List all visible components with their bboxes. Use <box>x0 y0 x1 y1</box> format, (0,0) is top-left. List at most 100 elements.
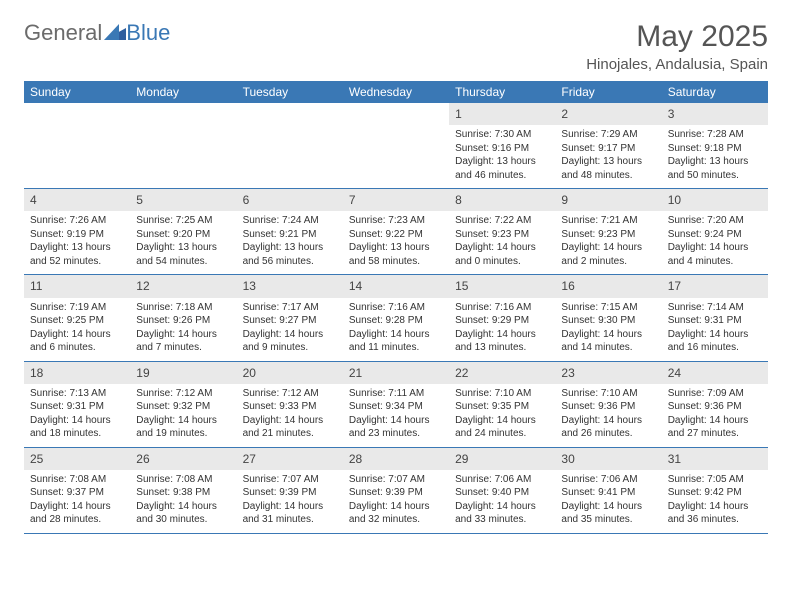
sunrise-text: Sunrise: 7:26 AM <box>30 214 124 228</box>
daylight-text: Daylight: 14 hours and 0 minutes. <box>455 241 549 268</box>
sunrise-text: Sunrise: 7:16 AM <box>455 301 549 315</box>
weekday-header: Thursday <box>449 81 555 103</box>
daylight-text: Daylight: 14 hours and 26 minutes. <box>561 414 655 441</box>
day-number-cell: 13 <box>237 275 343 298</box>
daylight-text: Daylight: 13 hours and 58 minutes. <box>349 241 443 268</box>
day-number-cell <box>24 103 130 125</box>
day-info-cell: Sunrise: 7:24 AMSunset: 9:21 PMDaylight:… <box>237 211 343 275</box>
day-number-cell: 17 <box>662 275 768 298</box>
sunrise-text: Sunrise: 7:13 AM <box>30 387 124 401</box>
day-number-cell: 6 <box>237 189 343 212</box>
daylight-text: Daylight: 14 hours and 21 minutes. <box>243 414 337 441</box>
sunrise-text: Sunrise: 7:10 AM <box>455 387 549 401</box>
sunrise-text: Sunrise: 7:30 AM <box>455 128 549 142</box>
day-info-cell: Sunrise: 7:11 AMSunset: 9:34 PMDaylight:… <box>343 384 449 448</box>
sunrise-text: Sunrise: 7:06 AM <box>455 473 549 487</box>
day-info-cell: Sunrise: 7:17 AMSunset: 9:27 PMDaylight:… <box>237 298 343 362</box>
day-info-cell <box>130 125 236 189</box>
sunset-text: Sunset: 9:34 PM <box>349 400 443 414</box>
day-info-row: Sunrise: 7:30 AMSunset: 9:16 PMDaylight:… <box>24 125 768 189</box>
day-info-cell <box>343 125 449 189</box>
day-info-cell: Sunrise: 7:08 AMSunset: 9:38 PMDaylight:… <box>130 470 236 534</box>
sunrise-text: Sunrise: 7:07 AM <box>349 473 443 487</box>
day-number-cell: 24 <box>662 361 768 384</box>
day-number-cell: 28 <box>343 447 449 470</box>
day-info-cell: Sunrise: 7:05 AMSunset: 9:42 PMDaylight:… <box>662 470 768 534</box>
logo-text-blue: Blue <box>126 20 170 46</box>
sunset-text: Sunset: 9:20 PM <box>136 228 230 242</box>
sunset-text: Sunset: 9:25 PM <box>30 314 124 328</box>
day-number-cell <box>343 103 449 125</box>
daylight-text: Daylight: 14 hours and 28 minutes. <box>30 500 124 527</box>
day-info-row: Sunrise: 7:13 AMSunset: 9:31 PMDaylight:… <box>24 384 768 448</box>
day-number-cell: 21 <box>343 361 449 384</box>
sunrise-text: Sunrise: 7:06 AM <box>561 473 655 487</box>
sunset-text: Sunset: 9:16 PM <box>455 142 549 156</box>
sunrise-text: Sunrise: 7:25 AM <box>136 214 230 228</box>
sunrise-text: Sunrise: 7:18 AM <box>136 301 230 315</box>
sunset-text: Sunset: 9:31 PM <box>30 400 124 414</box>
day-number-row: 11121314151617 <box>24 275 768 298</box>
day-info-cell: Sunrise: 7:16 AMSunset: 9:28 PMDaylight:… <box>343 298 449 362</box>
day-info-cell <box>24 125 130 189</box>
day-info-cell: Sunrise: 7:06 AMSunset: 9:40 PMDaylight:… <box>449 470 555 534</box>
header: General Blue May 2025 Hinojales, Andalus… <box>24 20 768 73</box>
daylight-text: Daylight: 13 hours and 46 minutes. <box>455 155 549 182</box>
sunset-text: Sunset: 9:28 PM <box>349 314 443 328</box>
daylight-text: Daylight: 14 hours and 9 minutes. <box>243 328 337 355</box>
day-number-cell: 15 <box>449 275 555 298</box>
day-number-cell <box>130 103 236 125</box>
day-info-cell <box>237 125 343 189</box>
sunrise-text: Sunrise: 7:09 AM <box>668 387 762 401</box>
sunset-text: Sunset: 9:22 PM <box>349 228 443 242</box>
sunset-text: Sunset: 9:32 PM <box>136 400 230 414</box>
sunrise-text: Sunrise: 7:08 AM <box>136 473 230 487</box>
daylight-text: Daylight: 14 hours and 14 minutes. <box>561 328 655 355</box>
daylight-text: Daylight: 14 hours and 2 minutes. <box>561 241 655 268</box>
day-info-cell: Sunrise: 7:09 AMSunset: 9:36 PMDaylight:… <box>662 384 768 448</box>
sunrise-text: Sunrise: 7:10 AM <box>561 387 655 401</box>
day-number-cell: 4 <box>24 189 130 212</box>
day-info-cell: Sunrise: 7:26 AMSunset: 9:19 PMDaylight:… <box>24 211 130 275</box>
daylight-text: Daylight: 14 hours and 6 minutes. <box>30 328 124 355</box>
day-info-cell: Sunrise: 7:21 AMSunset: 9:23 PMDaylight:… <box>555 211 661 275</box>
day-number-cell <box>237 103 343 125</box>
daylight-text: Daylight: 14 hours and 36 minutes. <box>668 500 762 527</box>
daylight-text: Daylight: 14 hours and 19 minutes. <box>136 414 230 441</box>
sunset-text: Sunset: 9:33 PM <box>243 400 337 414</box>
weekday-header-row: Sunday Monday Tuesday Wednesday Thursday… <box>24 81 768 103</box>
logo: General Blue <box>24 20 170 46</box>
daylight-text: Daylight: 14 hours and 33 minutes. <box>455 500 549 527</box>
sunrise-text: Sunrise: 7:28 AM <box>668 128 762 142</box>
day-number-cell: 5 <box>130 189 236 212</box>
day-info-row: Sunrise: 7:08 AMSunset: 9:37 PMDaylight:… <box>24 470 768 534</box>
day-number-row: 123 <box>24 103 768 125</box>
day-number-cell: 29 <box>449 447 555 470</box>
daylight-text: Daylight: 13 hours and 54 minutes. <box>136 241 230 268</box>
sunrise-text: Sunrise: 7:29 AM <box>561 128 655 142</box>
daylight-text: Daylight: 14 hours and 18 minutes. <box>30 414 124 441</box>
day-number-cell: 30 <box>555 447 661 470</box>
sunset-text: Sunset: 9:42 PM <box>668 486 762 500</box>
weekday-header: Saturday <box>662 81 768 103</box>
day-number-cell: 3 <box>662 103 768 125</box>
sunset-text: Sunset: 9:18 PM <box>668 142 762 156</box>
day-number-cell: 7 <box>343 189 449 212</box>
day-info-cell: Sunrise: 7:07 AMSunset: 9:39 PMDaylight:… <box>343 470 449 534</box>
day-number-cell: 8 <box>449 189 555 212</box>
day-info-cell: Sunrise: 7:12 AMSunset: 9:33 PMDaylight:… <box>237 384 343 448</box>
day-info-cell: Sunrise: 7:22 AMSunset: 9:23 PMDaylight:… <box>449 211 555 275</box>
day-number-cell: 16 <box>555 275 661 298</box>
day-number-row: 25262728293031 <box>24 447 768 470</box>
logo-text-general: General <box>24 20 102 46</box>
sunset-text: Sunset: 9:26 PM <box>136 314 230 328</box>
day-info-cell: Sunrise: 7:18 AMSunset: 9:26 PMDaylight:… <box>130 298 236 362</box>
day-info-cell: Sunrise: 7:29 AMSunset: 9:17 PMDaylight:… <box>555 125 661 189</box>
calendar-table: Sunday Monday Tuesday Wednesday Thursday… <box>24 81 768 534</box>
sunrise-text: Sunrise: 7:20 AM <box>668 214 762 228</box>
day-number-cell: 20 <box>237 361 343 384</box>
day-number-cell: 27 <box>237 447 343 470</box>
sunset-text: Sunset: 9:30 PM <box>561 314 655 328</box>
sunset-text: Sunset: 9:36 PM <box>561 400 655 414</box>
sunset-text: Sunset: 9:24 PM <box>668 228 762 242</box>
